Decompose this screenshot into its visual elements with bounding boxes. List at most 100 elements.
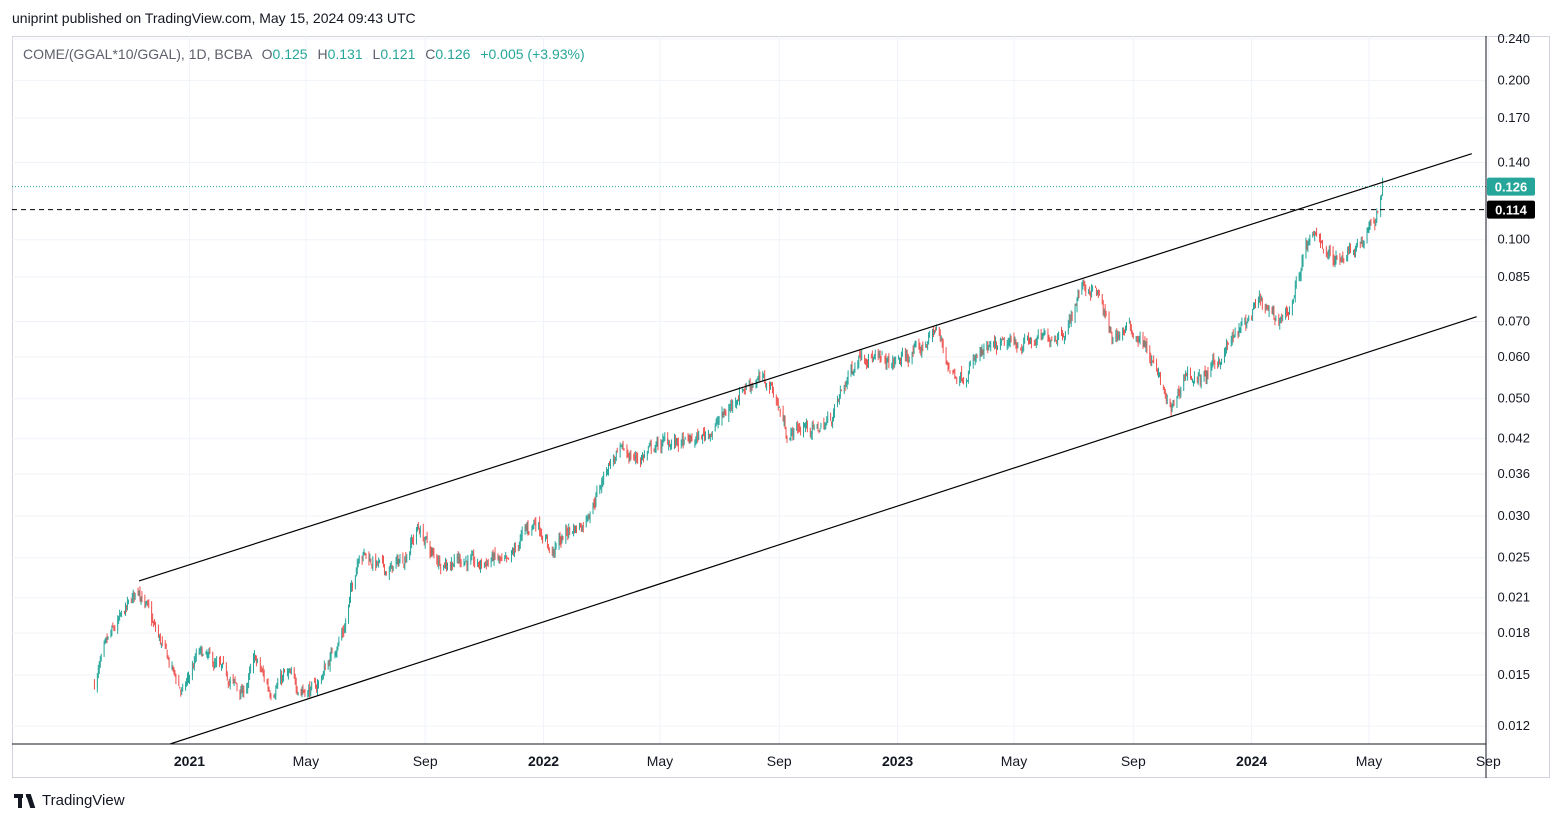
candle-body bbox=[440, 566, 442, 569]
candle-body bbox=[481, 560, 482, 566]
candle-body bbox=[300, 691, 302, 693]
candle-body bbox=[1083, 283, 1085, 285]
candle-body bbox=[532, 524, 534, 528]
candle-body bbox=[1115, 333, 1117, 338]
candle-body bbox=[1056, 340, 1058, 342]
candle-body bbox=[865, 360, 866, 362]
candle-body bbox=[594, 502, 596, 505]
candle-body bbox=[1244, 321, 1246, 323]
candle-body bbox=[96, 674, 98, 689]
candle-body bbox=[1261, 297, 1263, 308]
candle-body bbox=[683, 439, 685, 445]
candle-body bbox=[1247, 319, 1249, 321]
candle-body bbox=[1220, 365, 1221, 366]
candle-body bbox=[976, 354, 978, 356]
candle-body bbox=[417, 527, 418, 531]
candle-body bbox=[222, 663, 223, 667]
candle-body bbox=[226, 674, 228, 680]
candle-body bbox=[616, 449, 618, 452]
candle-body bbox=[248, 675, 249, 684]
candle-body bbox=[288, 672, 289, 674]
candle-body bbox=[106, 638, 108, 641]
candle-body bbox=[1271, 308, 1273, 311]
candle-body bbox=[438, 558, 440, 565]
candle-body bbox=[551, 548, 553, 555]
candle-body bbox=[904, 352, 906, 359]
candle-body bbox=[294, 676, 296, 683]
candle-body bbox=[356, 563, 358, 570]
candle-body bbox=[98, 663, 100, 670]
candle-body bbox=[1050, 340, 1052, 342]
candle-body bbox=[554, 544, 556, 555]
tradingview-logo-icon bbox=[14, 793, 38, 808]
candle-body bbox=[1292, 301, 1293, 313]
candle-body bbox=[891, 365, 893, 368]
candle-body bbox=[1246, 321, 1248, 328]
candle-body bbox=[284, 670, 285, 673]
level-price-tag bbox=[1487, 200, 1535, 219]
candle-body bbox=[290, 672, 292, 674]
candle-body bbox=[668, 443, 670, 446]
candle-body bbox=[1363, 241, 1365, 246]
candle-body bbox=[1230, 340, 1232, 345]
candle-body bbox=[1366, 232, 1368, 244]
candle-body bbox=[887, 357, 889, 360]
candle-body bbox=[939, 333, 941, 339]
candle-body bbox=[832, 418, 833, 425]
candle-body bbox=[452, 566, 454, 568]
candle-body bbox=[1081, 287, 1083, 292]
candle-body bbox=[141, 596, 143, 603]
last-price-text: 0.126 bbox=[1495, 180, 1528, 195]
candle-body bbox=[526, 527, 528, 529]
candle-body bbox=[560, 541, 562, 544]
candle-body bbox=[349, 596, 350, 605]
candle-body bbox=[952, 370, 954, 372]
candle-body bbox=[698, 435, 700, 440]
candle-body bbox=[1347, 250, 1349, 260]
candle-body bbox=[1359, 241, 1361, 243]
candle-body bbox=[701, 436, 702, 440]
candle-body bbox=[343, 630, 345, 633]
candle-body bbox=[671, 443, 672, 446]
candle-body bbox=[208, 651, 210, 654]
candle-body bbox=[613, 459, 614, 462]
tradingview-brand[interactable]: TradingView bbox=[14, 792, 125, 809]
candle-body bbox=[304, 689, 306, 696]
x-tick-label: 2023 bbox=[882, 753, 913, 769]
candle-body bbox=[629, 454, 631, 461]
y-tick-label: 0.100 bbox=[1497, 232, 1530, 247]
candle-body bbox=[371, 564, 373, 566]
candle-body bbox=[561, 536, 563, 542]
candle-body bbox=[730, 404, 732, 409]
high-label: H bbox=[317, 46, 328, 62]
candle-body bbox=[1313, 233, 1315, 235]
candle-body bbox=[694, 442, 696, 443]
candle-body bbox=[1204, 370, 1206, 377]
candle-body bbox=[131, 596, 133, 602]
candle-body bbox=[1260, 296, 1261, 301]
candle-body bbox=[478, 562, 479, 565]
candle-body bbox=[1196, 377, 1198, 383]
candle-body bbox=[1031, 340, 1032, 344]
candle-body bbox=[983, 347, 985, 355]
candle-body bbox=[763, 374, 765, 377]
candle-body bbox=[246, 687, 248, 692]
candle-body bbox=[1156, 361, 1157, 372]
candle-body bbox=[1131, 333, 1133, 337]
candle-body bbox=[341, 632, 343, 639]
brand-name: TradingView bbox=[42, 792, 125, 809]
candle-body bbox=[117, 620, 119, 631]
candle-body bbox=[207, 653, 209, 656]
channel-line-lower bbox=[169, 316, 1477, 744]
candle-body bbox=[879, 352, 881, 358]
candle-body bbox=[1342, 255, 1344, 260]
candle-body bbox=[565, 529, 567, 539]
candle-body bbox=[1343, 258, 1345, 260]
candle-body bbox=[1335, 254, 1337, 264]
candle-body bbox=[1022, 348, 1024, 352]
candle-body bbox=[1152, 360, 1154, 362]
candle-body bbox=[1328, 250, 1330, 254]
candle-body bbox=[1228, 343, 1229, 345]
candle-body bbox=[1288, 313, 1289, 317]
